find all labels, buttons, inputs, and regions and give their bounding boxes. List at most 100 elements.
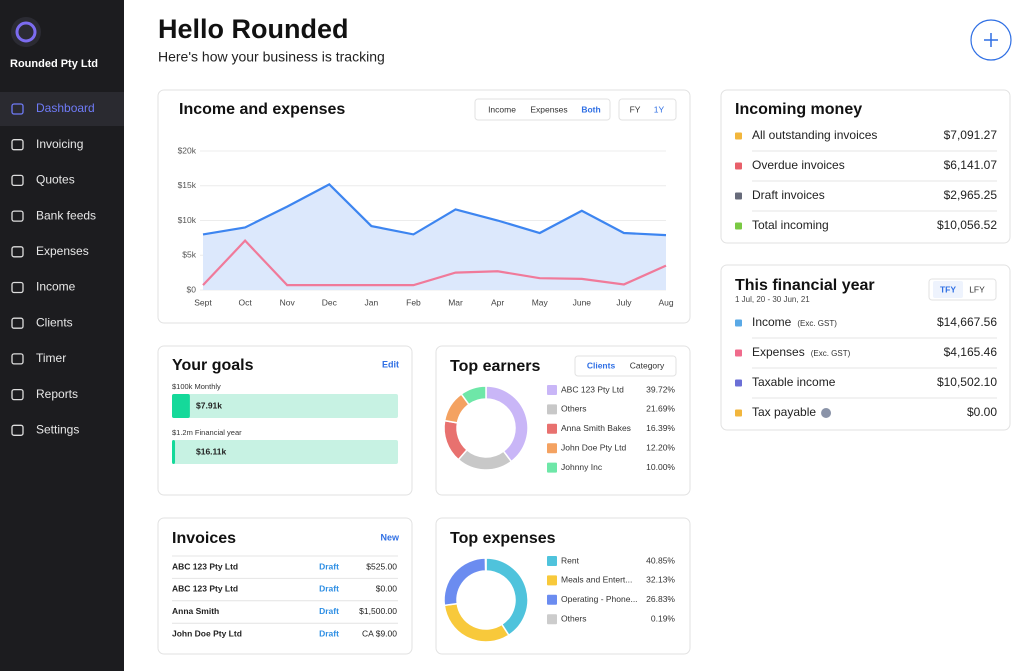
period-option[interactable]: TFY (940, 284, 956, 294)
x-tick-label: Sept (194, 297, 212, 307)
invoice-client[interactable]: Anna Smith (172, 606, 219, 616)
invoice-status: Draft (319, 606, 339, 616)
row-label: Expenses (752, 345, 805, 359)
invoice-amount: $1,500.00 (359, 606, 397, 616)
nav-item[interactable]: Expenses (36, 244, 89, 258)
legend-swatch (735, 192, 742, 200)
card-title: Income and expenses (179, 101, 345, 118)
row-label: Tax payable (752, 405, 816, 419)
legend-label: Johnny Inc (561, 462, 603, 472)
nav-item[interactable]: Bank feeds (36, 208, 96, 222)
nav-item[interactable]: Settings (36, 422, 79, 436)
donut-segment (460, 385, 487, 406)
filter-option[interactable]: Category (630, 360, 665, 370)
row-label: Total incoming (752, 218, 829, 232)
logo-ring (15, 21, 37, 43)
invoice-client[interactable]: John Doe Pty Ltd (172, 628, 242, 638)
legend-value: 12.20% (646, 442, 675, 452)
x-tick-label: Feb (406, 297, 421, 307)
row-label: Taxable income (752, 375, 836, 389)
row-amount: $0.00 (967, 405, 997, 419)
legend-label: Meals and Entert... (561, 575, 632, 585)
row-amount: $6,141.07 (944, 158, 998, 172)
legend-swatch (547, 594, 557, 605)
invoice-client[interactable]: ABC 123 Pty Ltd (172, 561, 238, 571)
filter-option[interactable]: Expenses (530, 104, 567, 114)
legend-swatch (547, 443, 557, 454)
add-icon (984, 33, 998, 47)
invoices-card (157, 517, 413, 655)
series-line (202, 183, 667, 237)
goal-value: $7.91k (196, 400, 222, 410)
period-option[interactable]: FY (630, 104, 641, 114)
logo (11, 17, 41, 47)
nav-item[interactable]: Quotes (36, 173, 75, 187)
legend-swatch (735, 319, 742, 327)
x-tick-label: Aug (658, 297, 673, 307)
period-option[interactable]: LFY (969, 284, 985, 294)
goal-label: $1.2m Financial year (172, 428, 242, 437)
nav-item[interactable]: Invoicing (36, 137, 83, 151)
legend-swatch (735, 379, 742, 387)
y-tick-label: $15k (178, 180, 197, 190)
goal-label: $100k Monthly (172, 382, 221, 391)
top-expenses-card (435, 517, 691, 655)
x-tick-label: Oct (238, 297, 252, 307)
help-icon[interactable] (821, 408, 832, 418)
nav-icon (11, 281, 24, 294)
nav-icon (11, 246, 24, 258)
card-title: Incoming money (735, 101, 862, 118)
invoice-amount: $0.00 (376, 584, 398, 594)
filter-toggle (574, 355, 677, 377)
goal-track (172, 440, 398, 464)
invoice-status: Draft (319, 628, 339, 638)
invoice-client[interactable]: ABC 123 Pty Ltd (172, 584, 238, 594)
nav-icon (11, 353, 24, 365)
nav-icon (11, 174, 24, 187)
legend-label: Others (561, 404, 587, 414)
legend-value: 10.00% (646, 462, 675, 472)
legend-value: 26.83% (646, 594, 675, 604)
nav-item[interactable]: Timer (36, 351, 66, 365)
nav-icon (11, 210, 24, 222)
y-tick-label: $0 (187, 284, 197, 294)
row-amount: $10,502.10 (937, 375, 997, 389)
legend-swatch (735, 349, 742, 357)
nav-item[interactable]: Dashboard (36, 101, 95, 115)
legend-label: Others (561, 613, 587, 623)
invoice-status: Draft (319, 584, 339, 594)
x-tick-label: Dec (322, 297, 338, 307)
legend-swatch (735, 222, 742, 230)
legend-swatch (547, 575, 557, 586)
legend-swatch (547, 404, 557, 415)
filter-option[interactable]: Both (581, 104, 600, 114)
nav-active-bg (0, 92, 124, 126)
card-action[interactable]: Edit (382, 359, 399, 369)
filter-option[interactable]: Income (488, 104, 516, 114)
period-option[interactable]: 1Y (654, 104, 665, 114)
x-tick-label: May (532, 297, 549, 307)
card-action[interactable]: New (380, 532, 400, 542)
legend-label: ABC 123 Pty Ltd (561, 384, 624, 394)
row-amount: $14,667.56 (937, 315, 997, 329)
legend-swatch (547, 385, 557, 395)
legend-value: 0.19% (651, 613, 676, 623)
filter-option[interactable]: Clients (587, 360, 616, 370)
row-label: All outstanding invoices (752, 128, 877, 142)
x-tick-label: Apr (491, 297, 504, 307)
x-tick-label: Nov (280, 297, 296, 307)
legend-value: 40.85% (646, 555, 675, 565)
nav-item[interactable]: Clients (36, 315, 73, 329)
row-amount: $2,965.25 (944, 188, 998, 202)
legend-label: Rent (561, 555, 580, 565)
invoice-amount: CA $9.00 (362, 628, 397, 638)
legend-swatch (735, 409, 742, 417)
donut-segment (484, 557, 487, 572)
legend-label: Anna Smith Bakes (561, 423, 631, 433)
nav-item[interactable]: Income (36, 280, 76, 294)
goal-progress (172, 394, 190, 418)
nav-item[interactable]: Reports (36, 387, 78, 401)
series-line (202, 239, 667, 287)
goal-track (172, 394, 398, 418)
